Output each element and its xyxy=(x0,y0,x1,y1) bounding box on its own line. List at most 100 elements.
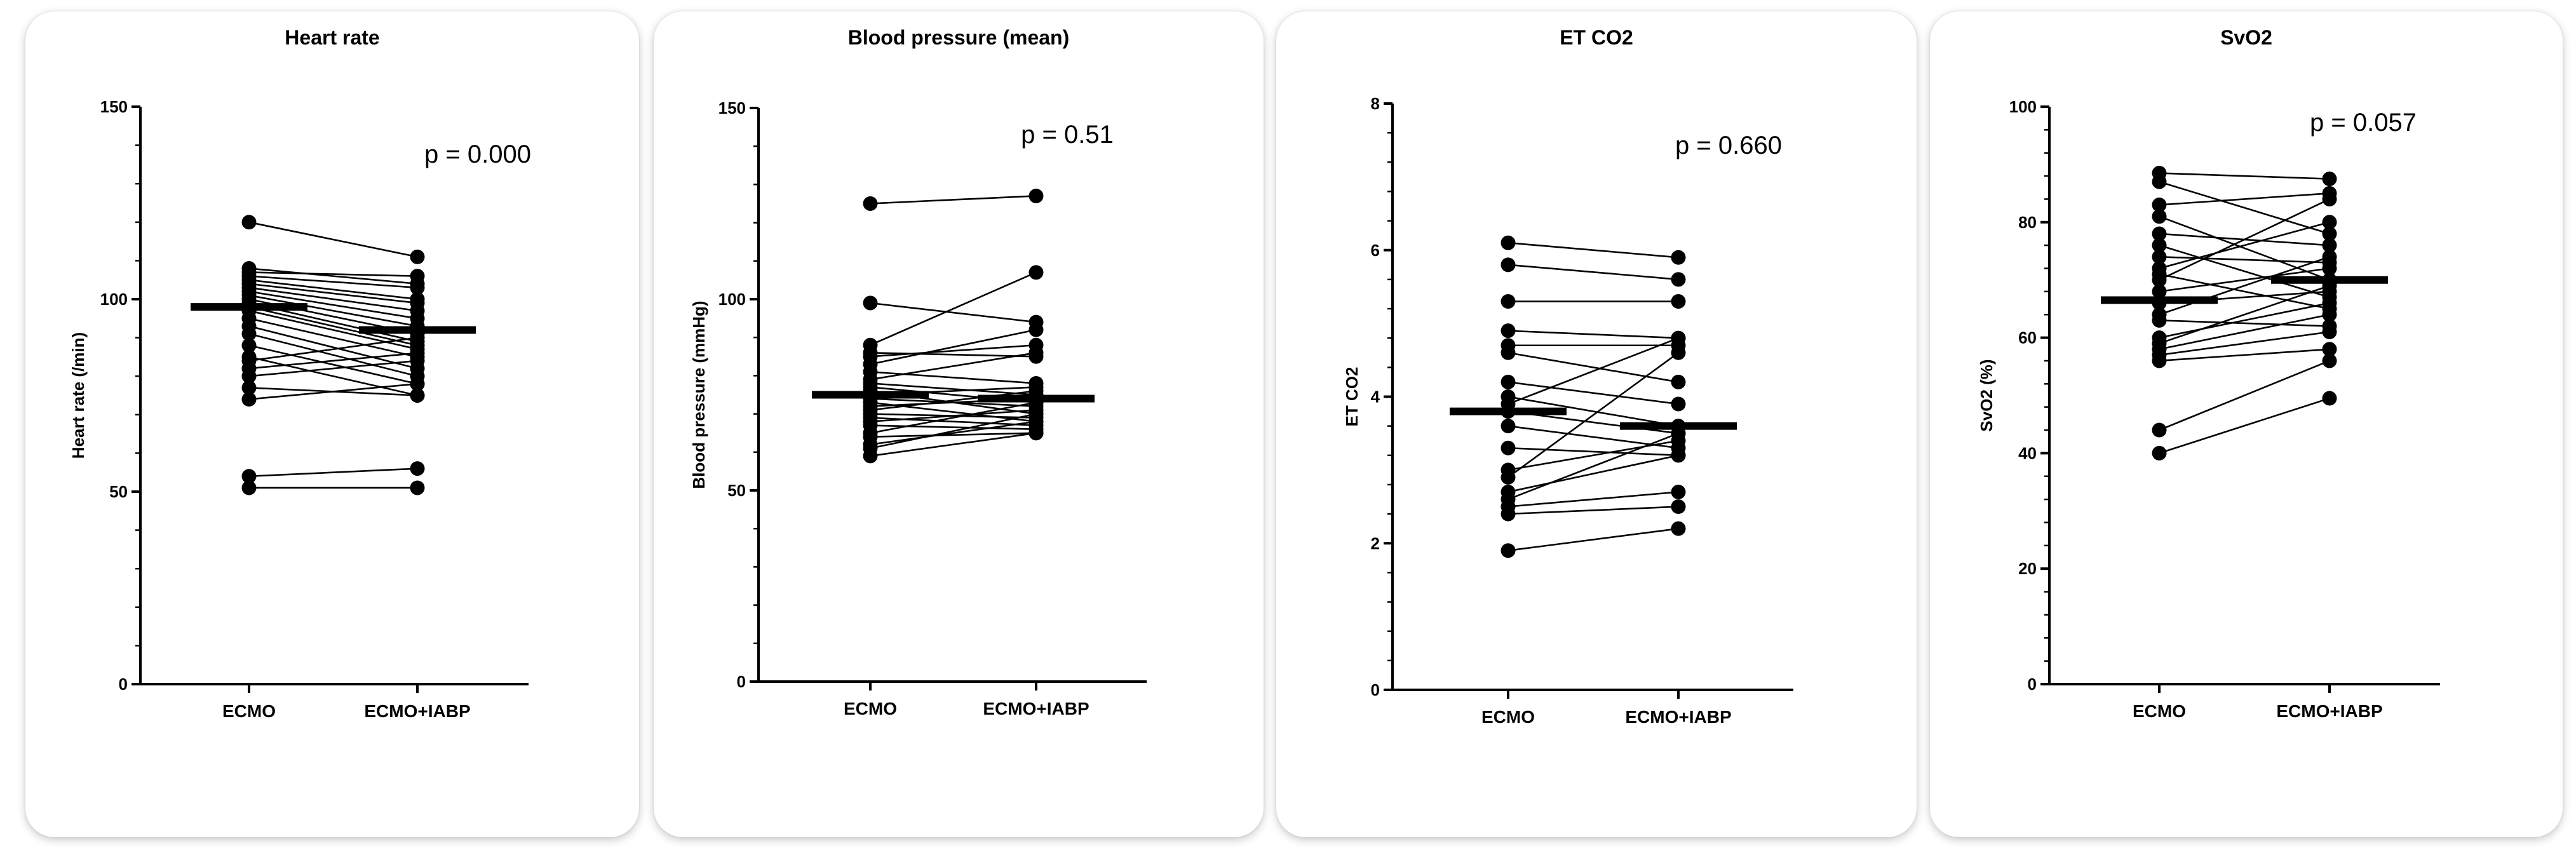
chart-title: Blood pressure (mean) xyxy=(848,26,1070,49)
pair-line xyxy=(1507,337,1679,405)
pair-line xyxy=(1507,330,1679,339)
pair-line xyxy=(248,468,418,478)
data-point-ecmo xyxy=(1500,294,1516,309)
pair-line xyxy=(870,328,1037,365)
data-point-ecmo-iabp xyxy=(1028,188,1044,203)
data-point-ecmo xyxy=(1500,506,1516,522)
pair-line xyxy=(870,401,1037,434)
pair-line xyxy=(2159,198,2330,281)
pair-line xyxy=(1507,454,1679,493)
y-tick-label: 2 xyxy=(1371,534,1380,553)
data-point-ecmo xyxy=(2152,238,2167,253)
data-point-ecmo xyxy=(2152,198,2167,213)
data-point-ecmo-iabp xyxy=(2322,215,2337,230)
chart-title: SvO2 xyxy=(2220,26,2272,49)
y-tick-label: 60 xyxy=(2018,328,2037,347)
y-tick-label: 8 xyxy=(1371,94,1380,113)
data-point-ecmo-iabp xyxy=(2322,238,2337,253)
data-point-ecmo xyxy=(2152,445,2167,461)
data-point-ecmo-iabp xyxy=(1671,499,1686,515)
x-category-label: ECMO xyxy=(222,701,276,721)
data-point-ecmo-iabp xyxy=(2322,307,2337,322)
data-point-ecmo-iabp xyxy=(2322,172,2337,187)
data-point-ecmo-iabp xyxy=(410,376,425,391)
pair-line xyxy=(2159,256,2330,316)
p-value-annotation: p = 0.000 xyxy=(424,140,531,168)
y-tick-label: 0 xyxy=(2028,675,2037,694)
data-point-ecmo-iabp xyxy=(1671,345,1686,360)
data-point-ecmo-iabp xyxy=(1028,426,1044,441)
y-tick-label: 50 xyxy=(109,482,128,501)
pair-line xyxy=(248,325,418,370)
pair-line xyxy=(1507,351,1679,383)
chart-panel-blood-pressure: Blood pressure (mean) 0 50 100 150 Blood pres… xyxy=(654,11,1264,837)
et-co2-chart: ET CO2 0 2 4 6 8 ET CO2 ECMO ECMO+IABP p = 0.660 xyxy=(1342,26,1793,727)
y-tick-label: 150 xyxy=(100,97,128,116)
y-tick-label: 4 xyxy=(1371,387,1380,407)
y-tick-label: 0 xyxy=(1371,680,1380,699)
blood-pressure-chart: Blood pressure (mean) 0 50 100 150 Blood pres… xyxy=(689,26,1147,718)
data-point-ecmo-iabp xyxy=(1671,396,1686,412)
y-tick-label: 20 xyxy=(2018,559,2037,578)
pair-line xyxy=(1507,381,1679,405)
chart-title: Heart rate xyxy=(285,26,379,49)
pair-line xyxy=(870,424,1037,430)
pair-line xyxy=(248,290,418,320)
data-point-ecmo-iabp xyxy=(410,353,425,368)
x-category-label: ECMO+IABP xyxy=(364,701,470,721)
y-tick-label: 6 xyxy=(1371,241,1380,260)
chart-panel-svo2: SvO2 0 20 40 60 80 100 SvO2 (%) ECMO ECMO+IABP p =… xyxy=(1930,11,2563,837)
pair-line xyxy=(2159,313,2330,351)
data-point-ecmo-iabp xyxy=(410,330,425,346)
pair-line xyxy=(870,382,1037,396)
chart-panel-heart-rate: Heart rate 0 50 100 150 Heart rate (/min) ECMO… xyxy=(25,11,639,837)
chart-panel-et-co2: ET CO2 0 2 4 6 8 ET CO2 ECMO ECMO+IABP p = 0.660 xyxy=(1276,11,1917,837)
pair-line xyxy=(248,294,418,327)
pair-line xyxy=(1507,447,1679,457)
data-point-ecmo xyxy=(863,295,878,311)
pair-line xyxy=(1507,527,1679,552)
pair-line xyxy=(248,309,418,351)
data-point-ecmo xyxy=(241,480,257,495)
data-point-ecmo xyxy=(241,215,257,230)
pair-line xyxy=(2159,273,2330,310)
pair-line xyxy=(248,360,418,377)
x-category-label: ECMO xyxy=(1481,707,1535,727)
data-point-ecmo-iabp xyxy=(1028,407,1044,422)
pair-line xyxy=(2159,320,2330,327)
data-point-ecmo xyxy=(2152,249,2167,264)
pair-line xyxy=(248,221,418,258)
y-tick-label: 100 xyxy=(718,290,746,309)
data-point-ecmo-iabp xyxy=(2322,191,2337,206)
pair-line xyxy=(1507,352,1679,478)
pair-line xyxy=(1507,432,1679,501)
data-point-ecmo xyxy=(2152,273,2167,288)
y-axis-label: SvO2 (%) xyxy=(1977,359,1996,431)
data-point-ecmo-iabp xyxy=(1671,250,1686,265)
y-tick-label: 0 xyxy=(119,675,128,694)
data-point-ecmo-iabp xyxy=(2322,391,2337,406)
data-point-ecmo-iabp xyxy=(2322,261,2337,276)
pair-line xyxy=(870,195,1037,205)
pair-line xyxy=(248,337,418,362)
data-point-ecmo-iabp xyxy=(410,249,425,264)
pair-line xyxy=(870,351,1037,380)
data-point-ecmo-iabp xyxy=(2322,249,2337,264)
data-point-ecmo-iabp xyxy=(1671,330,1686,346)
pair-line xyxy=(1507,440,1679,471)
data-point-ecmo xyxy=(1500,323,1516,339)
data-point-ecmo-iabp xyxy=(1028,322,1044,337)
data-point-ecmo xyxy=(863,196,878,211)
y-tick-label: 150 xyxy=(718,98,746,118)
y-tick-label: 100 xyxy=(2009,97,2037,116)
pair-line xyxy=(2159,172,2330,180)
data-point-ecmo-iabp xyxy=(1028,383,1044,398)
pair-line xyxy=(248,279,418,300)
pair-line xyxy=(2159,397,2330,454)
pair-line xyxy=(870,351,1037,358)
data-point-ecmo xyxy=(2152,284,2167,299)
pair-line xyxy=(248,283,418,304)
data-point-ecmo-iabp xyxy=(2322,226,2337,241)
pair-line xyxy=(2159,331,2330,356)
data-point-ecmo xyxy=(1500,543,1516,558)
